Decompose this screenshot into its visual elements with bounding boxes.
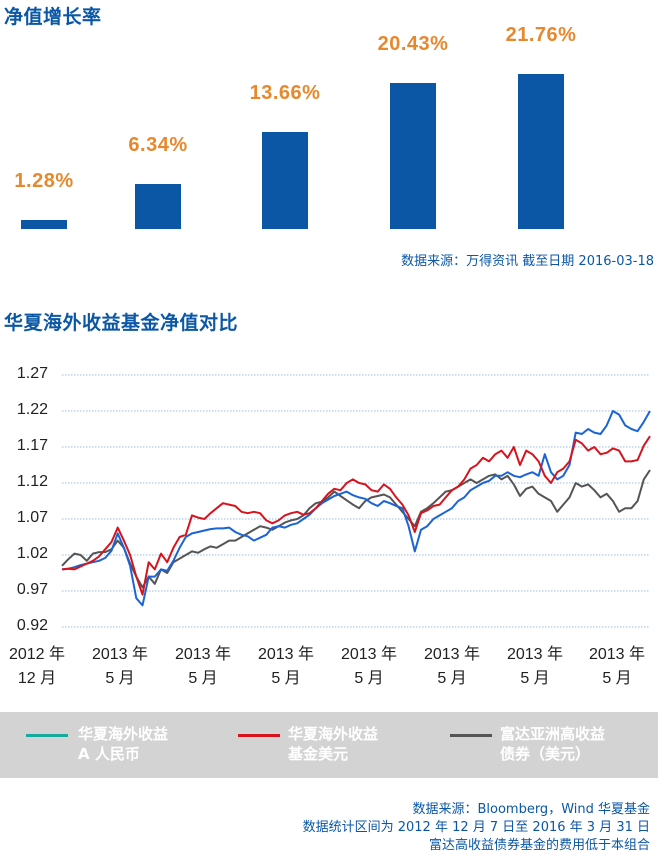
y-tick-label: 0.97 — [16, 581, 48, 598]
growth-bar-label: 13.66% — [249, 81, 321, 104]
y-tick-label: 1.07 — [16, 509, 48, 526]
growth-bar-label: 1.28% — [14, 169, 74, 192]
growth-bar — [135, 183, 181, 229]
legend-label: 华夏海外收益 — [288, 725, 379, 743]
x-tick-label: 2012 年 12 月 — [8, 646, 66, 687]
legend-label: 富达亚洲高收益 — [500, 725, 606, 743]
nav-comparison-chart — [61, 374, 651, 628]
growth-title: 净值增长率 — [4, 6, 102, 28]
growth-bar-chart: 1.28% 6.34% 13.66% 20.43% 21.76% — [0, 0, 658, 240]
y-tick-label: 1.27 — [16, 365, 48, 382]
footnote-source: 数据来源：Bloomberg，Wind 华夏基金 — [412, 802, 650, 817]
growth-bar-label: 20.43% — [377, 33, 449, 56]
legend-label: 债券（美元） — [500, 745, 591, 763]
footnote-period: 数据统计区间为 2012 年 12 月 7 日至 2016 年 3 月 31 日 — [302, 820, 650, 835]
growth-bar-label: 21.76% — [505, 24, 577, 46]
y-tick-label: 1.17 — [16, 437, 48, 454]
y-tick-label: 1.12 — [16, 473, 48, 490]
chart-legend: 华夏海外收益 A 人民币 华夏海外收益 基金美元 富达亚洲高收益 债券（美元） — [0, 712, 658, 778]
legend-label: 华夏海外收益 — [78, 725, 169, 743]
growth-bar — [262, 131, 308, 229]
legend-swatch — [26, 734, 68, 737]
growth-bar — [390, 83, 436, 229]
legend-label: 基金美元 — [288, 745, 349, 763]
legend-swatch — [450, 734, 492, 737]
series-line — [61, 435, 651, 596]
growth-bar-label: 6.34% — [128, 133, 188, 156]
y-tick-label: 1.02 — [16, 545, 48, 562]
series-line — [61, 469, 651, 589]
growth-bar — [518, 74, 564, 229]
legend-label: A 人民币 — [78, 745, 140, 763]
growth-source-note: 数据来源：万得资讯 截至日期 2016-03-18 — [401, 254, 654, 269]
footnote-fee: 富达高收益债券基金的费用低于本组合 — [428, 838, 650, 853]
comparison-title: 华夏海外收益基金净值对比 — [4, 312, 239, 334]
y-tick-label: 0.92 — [16, 617, 48, 634]
y-tick-label: 1.22 — [16, 401, 48, 418]
series-line — [61, 410, 651, 607]
legend-swatch — [238, 734, 280, 737]
growth-bar — [21, 219, 67, 229]
